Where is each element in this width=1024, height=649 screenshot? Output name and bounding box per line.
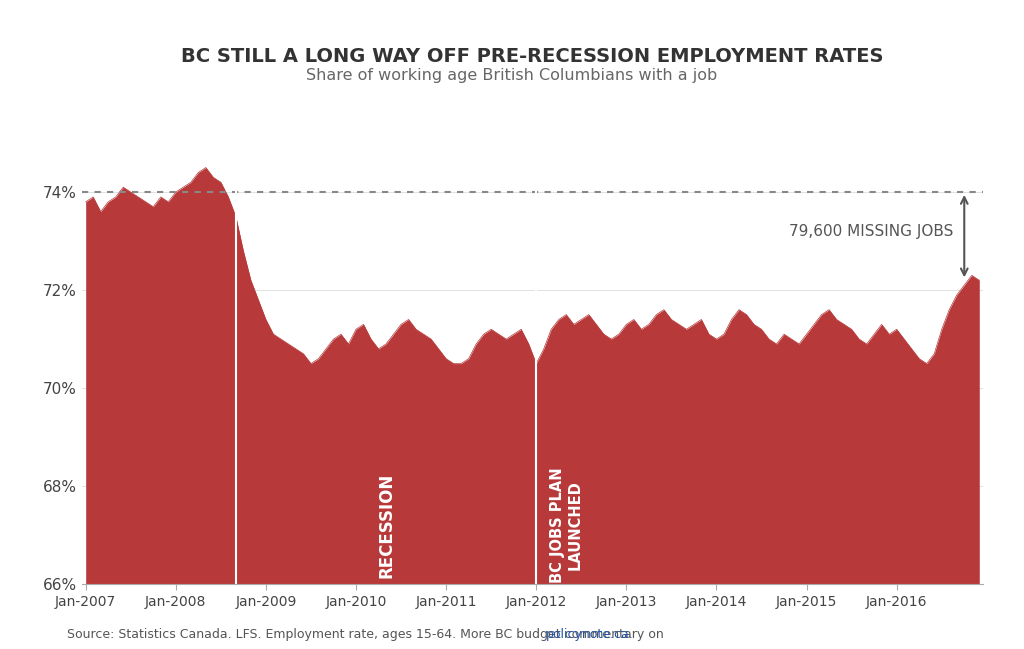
Text: Share of working age British Columbians with a job: Share of working age British Columbians … xyxy=(306,68,718,83)
Text: 79,600 MISSING JOBS: 79,600 MISSING JOBS xyxy=(788,224,953,239)
Text: BC JOBS PLAN
LAUNCHED: BC JOBS PLAN LAUNCHED xyxy=(550,467,583,583)
Text: RECESSION: RECESSION xyxy=(377,472,395,578)
Text: policynote.ca.: policynote.ca. xyxy=(546,628,634,641)
Title: BC STILL A LONG WAY OFF PRE-RECESSION EMPLOYMENT RATES: BC STILL A LONG WAY OFF PRE-RECESSION EM… xyxy=(181,47,884,66)
Text: Source: Statistics Canada. LFS. Employment rate, ages 15-64. More BC budget comm: Source: Statistics Canada. LFS. Employme… xyxy=(67,628,668,641)
